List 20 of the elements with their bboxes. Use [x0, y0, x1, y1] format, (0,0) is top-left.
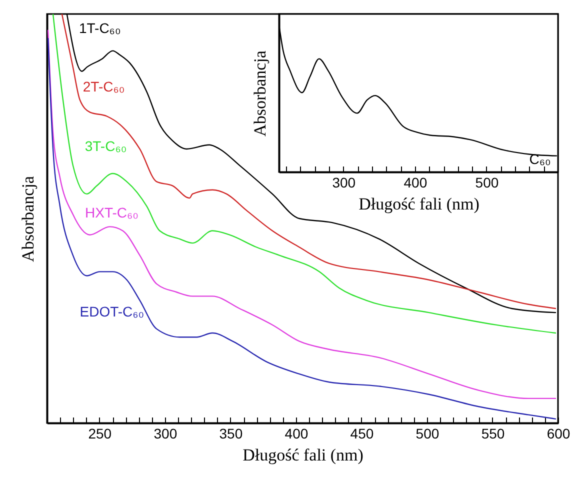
series-label: HXT-C₆₀ [84, 204, 139, 221]
x-tick-label: 550 [481, 426, 505, 442]
y-axis-title: Absorbancja [18, 176, 38, 262]
x-tick-label: 300 [332, 174, 356, 190]
x-tick-label: 400 [284, 426, 308, 442]
x-tick-label: 300 [154, 426, 178, 442]
x-axis-title: Długość fali (nm) [242, 446, 364, 464]
series-label: EDOT-C₆₀ [80, 304, 144, 320]
x-tick-label: 400 [404, 174, 428, 190]
x-tick-label: 450 [350, 426, 374, 442]
x-axis-title: Długość fali (nm) [358, 194, 480, 214]
x-tick-label: 600 [546, 426, 570, 442]
y-axis-title: Absorbancja [250, 50, 270, 136]
x-tick-label: 500 [416, 426, 440, 442]
x-tick-label: 500 [475, 174, 499, 190]
x-tick-label: 350 [219, 426, 243, 442]
series-label: 1T-C₆₀ [78, 20, 121, 36]
series-label: 2T-C₆₀ [82, 78, 125, 95]
series-label: 3T-C₆₀ [84, 138, 127, 154]
x-tick-label: 250 [88, 426, 112, 442]
